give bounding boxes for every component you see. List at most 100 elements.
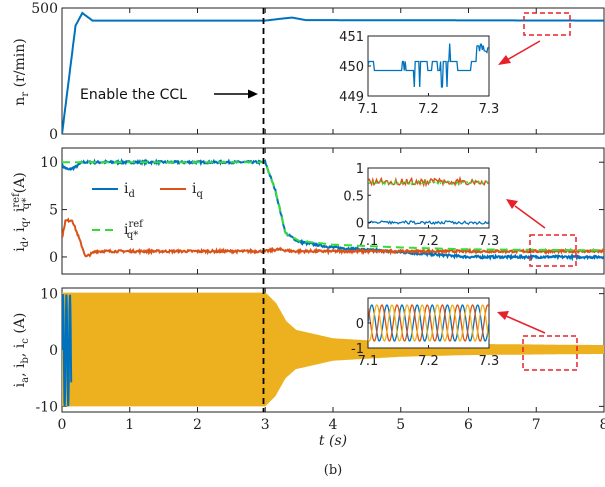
- inset2-frame: [367, 167, 490, 229]
- ytick-label-p2-1: 5: [49, 203, 58, 219]
- series-iabc-band: [62, 293, 604, 407]
- zoom-arrow2-head-icon: [506, 199, 518, 209]
- inset3-xtick-label-0: 7.1: [358, 354, 379, 369]
- series-ia-edge: [62, 292, 604, 348]
- zoom-box-speed: [523, 12, 571, 36]
- ylabel3-a-sub: a: [20, 377, 31, 383]
- inset1-xtick-label-1: 7.2: [418, 102, 439, 117]
- inset1-ytick-label-2: 449: [339, 90, 364, 105]
- ytick-label-p1-1: 500: [31, 1, 58, 17]
- panel1-ticks: 0 500: [31, 1, 605, 143]
- zoom-arrow1-head-icon: [498, 55, 511, 65]
- inset2-xtick-label-2: 7.3: [479, 234, 500, 249]
- legend-iqref-sub: q*: [127, 230, 138, 241]
- legend-iqref-sup: ref: [128, 219, 144, 230]
- xtick-label-0: 0: [58, 417, 67, 433]
- series-iqref-line: [62, 161, 604, 252]
- xtick-label-4: 4: [329, 417, 338, 433]
- ylabel3-ib: , i: [12, 363, 28, 377]
- zoom-box-dq: [529, 234, 577, 267]
- figure-caption: (b): [324, 463, 342, 478]
- ylabel3-ic: , i: [12, 343, 28, 357]
- xtick-label-3: 3: [261, 417, 270, 433]
- ytick-label-p2-0: 0: [49, 250, 58, 266]
- inset-dq: 7.1 7.2 7.3 1 0.5 0: [343, 162, 499, 249]
- panel-speed: 0 500 nr (r/min): [12, 1, 605, 143]
- inset1-ticks: 7.1 7.2 7.3 451 450 449: [339, 30, 499, 117]
- inset1-ytick-label-1: 450: [339, 60, 364, 75]
- ytick-label-p2-2: 10: [40, 155, 58, 171]
- ylabel2-iq: , i: [12, 227, 28, 241]
- inset-speed: 7.1 7.2 7.3 451 450 449: [339, 30, 499, 117]
- inset1-xtick-label-2: 7.3: [479, 102, 500, 117]
- ylabel3-b-sub: b: [20, 357, 31, 363]
- inset3-ib-line: [368, 304, 489, 342]
- annotation-arrowhead-icon: [248, 89, 258, 99]
- inset3-xtick-label-2: 7.3: [479, 354, 500, 369]
- legend-id-sub: d: [128, 189, 135, 200]
- inset2-id-line: [368, 220, 489, 226]
- inset1-nr-line: [368, 43, 489, 88]
- zoom-arrow3-head-icon: [497, 311, 509, 320]
- inset3-ic-line: [368, 304, 489, 342]
- ylabel-r-sub: r: [20, 92, 31, 97]
- ylabel2-ref-sup: ref: [11, 192, 22, 208]
- inset3-ytick-label-1: -1: [351, 342, 364, 357]
- ylabel2-qstar-sub: q*: [21, 198, 32, 209]
- ylabel2-id: i: [12, 247, 28, 252]
- ylabel3-unit: (A): [12, 313, 28, 338]
- series-iq-line: [62, 217, 604, 258]
- ylabel2-d-sub: d: [20, 240, 31, 247]
- panel1-ylabel: nr (r/min): [12, 38, 31, 105]
- inset2-ytick-label-2: 0: [356, 217, 364, 232]
- series-id-line: [62, 157, 604, 262]
- inset3-xtick-label-1: 7.2: [418, 354, 439, 369]
- ylabel2-iref: , i: [12, 207, 28, 221]
- ylabel3-ia: i: [12, 382, 28, 387]
- inset2-xtick-label-1: 7.2: [418, 234, 439, 249]
- ylabel2-unit: (A): [12, 172, 28, 197]
- inset2-iqref-line: [368, 179, 489, 186]
- panel2-ylabel: id, iq, irefq* (A): [11, 172, 32, 251]
- inset1-xtick-label-0: 7.1: [358, 102, 379, 117]
- inset2-ytick-label-0: 1: [356, 162, 364, 177]
- xtick-label-7: 7: [532, 417, 541, 433]
- ylabel-n: n: [12, 97, 28, 106]
- xtick-label-6: 6: [464, 417, 473, 433]
- zoom-box-abc: [522, 335, 578, 371]
- ytick-label-p3-2: 10: [40, 287, 58, 303]
- series-nr-line: [62, 11, 604, 134]
- legend-iq-label: iq: [192, 181, 203, 200]
- panel1-frame: [61, 7, 605, 135]
- xtick-label-2: 2: [193, 417, 202, 433]
- xtick-label-5: 5: [396, 417, 405, 433]
- ylabel3-c-sub: c: [20, 338, 31, 344]
- inset2-ytick-label-1: 0.5: [343, 189, 364, 204]
- annotation-enable-ccl: Enable the CCL: [80, 87, 187, 103]
- ylabel-unit: (r/min): [12, 38, 28, 92]
- legend-id-label: id: [124, 181, 135, 200]
- xtick-label-1: 1: [125, 417, 134, 433]
- xtick-label-8: 8: [600, 417, 605, 433]
- zoom-arrow2-shaft: [514, 205, 546, 229]
- series-ib-edge: [62, 293, 73, 407]
- inset3-ia-line: [368, 304, 489, 342]
- inset3-ticks: 7.1 7.2 7.3 0 -1: [351, 317, 499, 369]
- legend-iq-sub: q: [196, 189, 203, 200]
- zoom-arrow1-shaft: [506, 40, 541, 61]
- inset2-ticks: 7.1 7.2 7.3 1 0.5 0: [343, 162, 499, 249]
- legend: id iq iref q*: [92, 181, 203, 241]
- xlabel: t (s): [319, 433, 347, 449]
- ytick-label-p3-0: -10: [35, 399, 58, 415]
- inset-abc: 7.1 7.2 7.3 0 -1: [351, 297, 499, 369]
- zoom-arrow3-shaft: [505, 315, 546, 334]
- inset1-ytick-label-0: 451: [339, 30, 364, 45]
- panel3-ylabel: ia, ib, ic (A): [12, 313, 31, 388]
- ytick-label-p3-1: 0: [49, 343, 58, 359]
- inset3-ytick-label-0: 0: [356, 317, 364, 332]
- inset1-frame: [367, 35, 490, 97]
